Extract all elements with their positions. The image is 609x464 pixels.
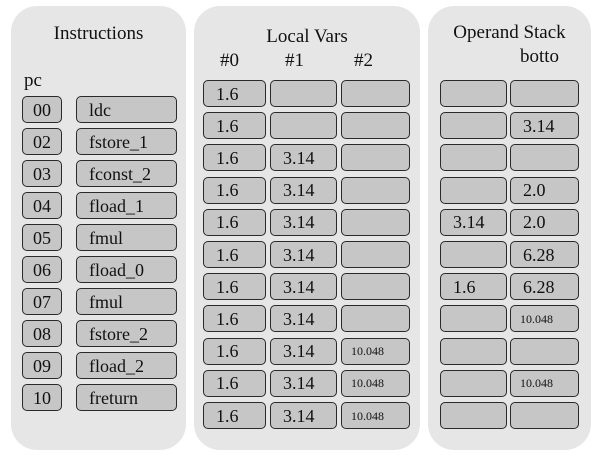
- local-vars-title: Local Vars: [266, 26, 348, 47]
- pc-cell: 02: [22, 128, 62, 155]
- stack-cell: 2.0: [510, 176, 579, 204]
- stack-bottom-label: botto: [520, 46, 560, 67]
- instruction-cell: fmul: [76, 224, 177, 251]
- instruction-cell: fload_1: [76, 192, 177, 219]
- pc-cell: 08: [22, 320, 62, 347]
- local-var-cell: 3.14: [270, 273, 337, 301]
- local-var-cell: 1.6: [203, 144, 266, 172]
- local-var-cell: [341, 305, 410, 333]
- local-var-cell: [341, 273, 410, 301]
- stack-cell: 10.048: [510, 369, 579, 397]
- local-var-cell: 3.14: [270, 402, 337, 429]
- pc-cell: 09: [22, 352, 62, 379]
- pc-cell: 10: [22, 384, 62, 411]
- stack-cell: [440, 144, 507, 172]
- stack-cell: [440, 305, 507, 333]
- local-var-cell: 1.6: [203, 273, 266, 301]
- stack-cell: [510, 80, 579, 107]
- stack-cell: [510, 144, 579, 172]
- instruction-cell: fload_0: [76, 256, 177, 283]
- local-var-header: #2: [354, 50, 373, 71]
- local-var-cell: [341, 144, 410, 172]
- stack-cell: 6.28: [510, 273, 579, 301]
- instruction-cell: fmul: [76, 288, 177, 315]
- instruction-cell: fload_2: [76, 352, 177, 379]
- stack-cell: [440, 112, 507, 140]
- local-var-cell: 1.6: [203, 208, 266, 236]
- local-var-cell: 1.6: [203, 176, 266, 204]
- stack-cell: [510, 337, 579, 365]
- local-var-cell: 3.14: [270, 176, 337, 204]
- local-var-cell: [341, 80, 410, 107]
- local-var-cell: 1.6: [203, 80, 266, 107]
- local-var-cell: [341, 241, 410, 268]
- local-var-cell: 3.14: [270, 208, 337, 236]
- pc-cell: 03: [22, 160, 62, 187]
- stack-cell: [440, 402, 507, 429]
- stack-cell: [440, 80, 507, 107]
- local-var-cell: 1.6: [203, 337, 266, 365]
- stack-cell: [510, 402, 579, 429]
- operand-stack-title: Operand Stack: [453, 22, 566, 43]
- pc-cell: 05: [22, 224, 62, 251]
- local-var-cell: [270, 80, 337, 107]
- operand-stack-panel: Operand Stack botto 3.14 2.0 3.14 2.0 6.28 1.…: [428, 6, 591, 450]
- local-var-cell: [270, 112, 337, 140]
- local-var-cell: 1.6: [203, 305, 266, 333]
- local-var-cell: 3.14: [270, 144, 337, 172]
- stack-cell: [440, 176, 507, 204]
- stack-cell: 10.048: [510, 305, 579, 333]
- local-var-cell: 3.14: [270, 241, 337, 268]
- local-var-cell: 1.6: [203, 402, 266, 429]
- instruction-cell: ldc: [76, 96, 177, 123]
- stack-cell: 6.28: [510, 241, 579, 268]
- instructions-title: Instructions: [53, 23, 144, 44]
- instruction-cell: freturn: [76, 384, 177, 411]
- stack-cell: 3.14: [440, 208, 507, 236]
- local-var-cell: [341, 112, 410, 140]
- stack-cell: [440, 369, 507, 397]
- pc-cell: 07: [22, 288, 62, 315]
- instruction-cell: fstore_2: [76, 320, 177, 347]
- pc-label: pc: [24, 70, 42, 91]
- local-var-cell: 10.048: [341, 369, 410, 397]
- stack-cell: 2.0: [510, 208, 579, 236]
- local-var-cell: 1.6: [203, 112, 266, 140]
- local-var-header: #0: [220, 50, 239, 71]
- local-var-cell: [341, 208, 410, 236]
- local-var-cell: [341, 176, 410, 204]
- instruction-cell: fconst_2: [76, 160, 177, 187]
- pc-cell: 06: [22, 256, 62, 283]
- local-var-cell: 3.14: [270, 337, 337, 365]
- local-var-header: #1: [285, 50, 304, 71]
- pc-cell: 00: [22, 96, 62, 123]
- local-var-cell: 10.048: [341, 337, 410, 365]
- instructions-panel: Instructions pc 00 ldc 02 fstore_1 03 fconst_…: [11, 6, 186, 450]
- local-var-cell: 10.048: [341, 402, 410, 429]
- stack-cell: [440, 337, 507, 365]
- stack-cell: [440, 241, 507, 268]
- local-var-cell: 1.6: [203, 369, 266, 397]
- stack-cell: 3.14: [510, 112, 579, 140]
- local-var-cell: 3.14: [270, 369, 337, 397]
- local-var-cell: 1.6: [203, 241, 266, 268]
- local-vars-panel: Local Vars #0 #1 #2 1.6 1.6 1.6 3.14 1.6 3.14 1.6…: [194, 6, 420, 450]
- stack-cell: 1.6: [440, 273, 507, 301]
- local-var-cell: 3.14: [270, 305, 337, 333]
- instruction-cell: fstore_1: [76, 128, 177, 155]
- pc-cell: 04: [22, 192, 62, 219]
